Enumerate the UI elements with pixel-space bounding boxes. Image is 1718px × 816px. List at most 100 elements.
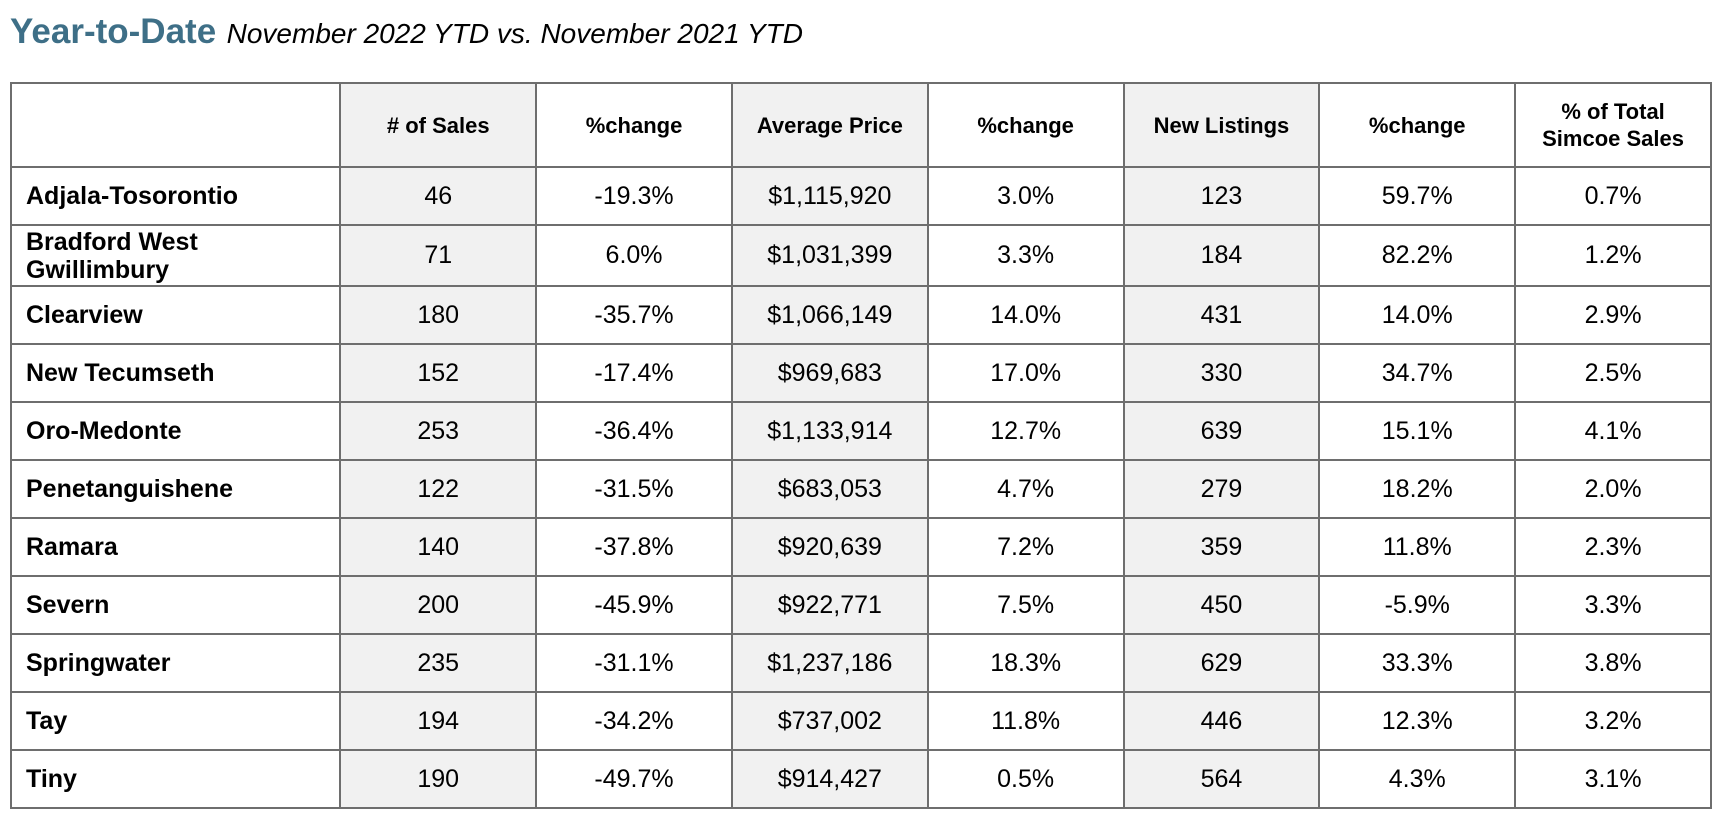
cell-average-price: $1,066,149 — [730, 285, 929, 345]
cell-listings-change: 15.1% — [1318, 401, 1517, 461]
cell-sales-change: -49.7% — [535, 749, 733, 809]
cell-listings-change: 33.3% — [1318, 633, 1517, 693]
cell-new-listings: 450 — [1122, 575, 1321, 635]
cell-pct-total: 1.2% — [1514, 224, 1712, 287]
cell-area-name: Tiny — [9, 749, 342, 809]
cell-area-name: Tay — [9, 691, 342, 751]
cell-pct-total: 2.5% — [1514, 343, 1712, 403]
cell-new-listings: 431 — [1122, 285, 1321, 345]
table-row: Penetanguishene 122 -31.5% $683,053 4.7% 279 1… — [9, 459, 1712, 519]
header-listings-change: %change — [1318, 82, 1517, 168]
cell-price-change: 0.5% — [926, 749, 1125, 809]
cell-new-listings: 330 — [1122, 343, 1321, 403]
heading-title: Year-to-Date — [10, 12, 217, 51]
table-row: Oro-Medonte 253 -36.4% $1,133,914 12.7% 639 15… — [9, 401, 1712, 461]
cell-sales: 122 — [339, 459, 538, 519]
cell-area-name: Adjala-Tosorontio — [9, 166, 342, 226]
cell-sales: 190 — [339, 749, 538, 809]
cell-sales-change: -31.1% — [535, 633, 733, 693]
cell-sales-change: -35.7% — [535, 285, 733, 345]
cell-new-listings: 359 — [1122, 517, 1321, 577]
cell-price-change: 12.7% — [926, 401, 1125, 461]
cell-pct-total: 2.3% — [1514, 517, 1712, 577]
cell-area-name: Oro-Medonte — [9, 401, 342, 461]
cell-listings-change: 12.3% — [1318, 691, 1517, 751]
cell-area-name: Bradford West Gwillimbury — [9, 224, 342, 287]
cell-average-price: $1,115,920 — [730, 166, 929, 226]
cell-new-listings: 123 — [1122, 166, 1321, 226]
cell-average-price: $1,031,399 — [730, 224, 929, 287]
cell-sales: 200 — [339, 575, 538, 635]
header-area — [9, 82, 342, 168]
cell-listings-change: 14.0% — [1318, 285, 1517, 345]
table-row: New Tecumseth 152 -17.4% $969,683 17.0% 330 34… — [9, 343, 1712, 403]
cell-average-price: $920,639 — [730, 517, 929, 577]
cell-sales: 180 — [339, 285, 538, 345]
table-row: Springwater 235 -31.1% $1,237,186 18.3% 629 33… — [9, 633, 1712, 693]
cell-price-change: 7.5% — [926, 575, 1125, 635]
cell-area-name: Ramara — [9, 517, 342, 577]
header-price-change: %change — [926, 82, 1125, 168]
cell-new-listings: 564 — [1122, 749, 1321, 809]
heading-subtitle: November 2022 YTD vs. November 2021 YTD — [226, 18, 803, 49]
cell-sales-change: -45.9% — [535, 575, 733, 635]
cell-price-change: 18.3% — [926, 633, 1125, 693]
cell-sales-change: -19.3% — [535, 166, 733, 226]
cell-price-change: 7.2% — [926, 517, 1125, 577]
area-name-line2: Gwillimbury — [26, 255, 170, 284]
cell-sales: 46 — [339, 166, 538, 226]
header-sales: # of Sales — [339, 82, 538, 168]
table-row: Ramara 140 -37.8% $920,639 7.2% 359 11.8% 2.3% — [9, 517, 1712, 577]
table-body: Adjala-Tosorontio 46 -19.3% $1,115,920 3.0% 1… — [9, 166, 1712, 809]
cell-price-change: 17.0% — [926, 343, 1125, 403]
cell-pct-total: 3.2% — [1514, 691, 1712, 751]
cell-pct-total: 2.9% — [1514, 285, 1712, 345]
cell-listings-change: 82.2% — [1318, 224, 1517, 287]
cell-area-name: Severn — [9, 575, 342, 635]
cell-pct-total: 3.1% — [1514, 749, 1712, 809]
cell-average-price: $737,002 — [730, 691, 929, 751]
cell-pct-total: 3.8% — [1514, 633, 1712, 693]
cell-sales: 253 — [339, 401, 538, 461]
cell-sales-change: -36.4% — [535, 401, 733, 461]
cell-price-change: 3.3% — [926, 224, 1125, 287]
table-row: Adjala-Tosorontio 46 -19.3% $1,115,920 3.0% 1… — [9, 166, 1712, 226]
cell-pct-total: 3.3% — [1514, 575, 1712, 635]
header-pct-total-line2: Simcoe Sales — [1542, 126, 1684, 151]
cell-listings-change: 4.3% — [1318, 749, 1517, 809]
cell-sales: 152 — [339, 343, 538, 403]
cell-new-listings: 629 — [1122, 633, 1321, 693]
ytd-sales-table: # of Sales %change Average Price %change… — [9, 82, 1712, 809]
cell-sales-change: 6.0% — [535, 224, 733, 287]
table-row: Severn 200 -45.9% $922,771 7.5% 450 -5.9% 3.3% — [9, 575, 1712, 635]
cell-listings-change: -5.9% — [1318, 575, 1517, 635]
cell-new-listings: 279 — [1122, 459, 1321, 519]
cell-new-listings: 446 — [1122, 691, 1321, 751]
cell-average-price: $1,237,186 — [730, 633, 929, 693]
table-row: Tiny 190 -49.7% $914,427 0.5% 564 4.3% 3.1% — [9, 749, 1712, 809]
header-row: # of Sales %change Average Price %change… — [9, 82, 1712, 168]
cell-price-change: 3.0% — [926, 166, 1125, 226]
area-name-line1: Bradford West — [26, 227, 198, 256]
cell-sales-change: -31.5% — [535, 459, 733, 519]
cell-average-price: $683,053 — [730, 459, 929, 519]
table-row: Bradford West Gwillimbury 71 6.0% $1,031,399… — [9, 224, 1712, 287]
cell-area-name: Springwater — [9, 633, 342, 693]
table-row: Clearview 180 -35.7% $1,066,149 14.0% 431 14.0… — [9, 285, 1712, 345]
header-average-price: Average Price — [730, 82, 929, 168]
header-new-listings: New Listings — [1122, 82, 1321, 168]
report-heading: Year-to-Date November 2022 YTD vs. Novem… — [10, 12, 803, 60]
cell-sales-change: -34.2% — [535, 691, 733, 751]
cell-average-price: $914,427 — [730, 749, 929, 809]
header-sales-change: %change — [535, 82, 733, 168]
cell-new-listings: 184 — [1122, 224, 1321, 287]
cell-listings-change: 59.7% — [1318, 166, 1517, 226]
cell-sales: 140 — [339, 517, 538, 577]
cell-sales-change: -37.8% — [535, 517, 733, 577]
table-row: Tay 194 -34.2% $737,002 11.8% 446 12.3% 3.2% — [9, 691, 1712, 751]
cell-sales-change: -17.4% — [535, 343, 733, 403]
cell-pct-total: 4.1% — [1514, 401, 1712, 461]
cell-listings-change: 34.7% — [1318, 343, 1517, 403]
cell-sales: 194 — [339, 691, 538, 751]
cell-average-price: $969,683 — [730, 343, 929, 403]
